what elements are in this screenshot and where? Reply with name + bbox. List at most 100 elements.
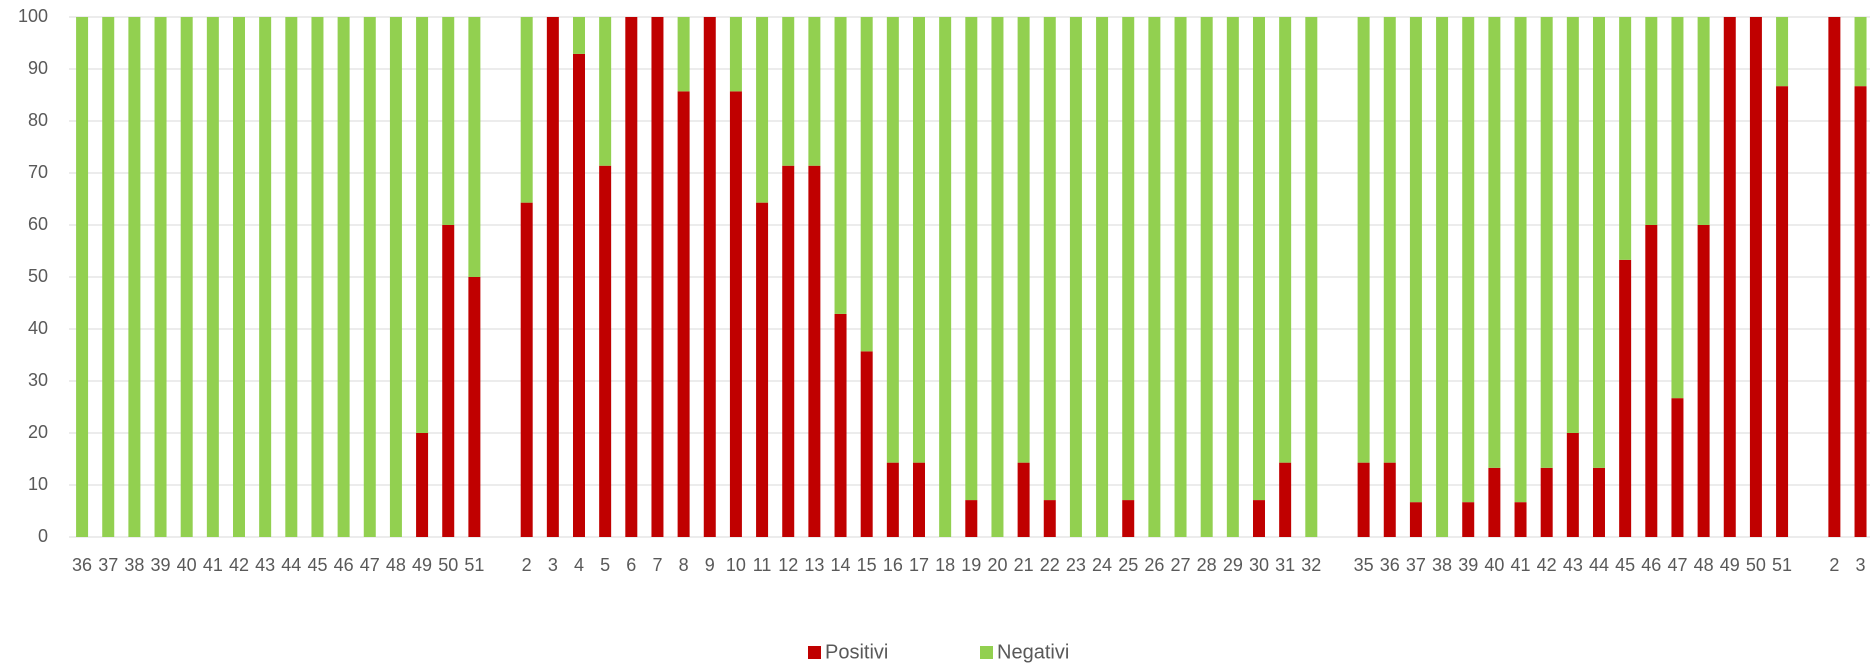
x-tick-label: 2 xyxy=(522,555,532,575)
bar-segment xyxy=(128,17,141,537)
x-tick-label: 48 xyxy=(1694,555,1714,575)
x-tick-label: 15 xyxy=(857,555,877,575)
y-tick-label: 70 xyxy=(28,162,48,182)
bar-segment xyxy=(1514,17,1527,503)
bar-segment xyxy=(1540,467,1553,537)
bar-segment xyxy=(1671,17,1684,399)
bar-segment xyxy=(1383,17,1396,463)
y-tick-label: 100 xyxy=(18,6,48,26)
x-tick-label: 9 xyxy=(705,555,715,575)
x-tick-label: 5 xyxy=(600,555,610,575)
bar-segment xyxy=(1409,17,1422,503)
bar-segment xyxy=(782,165,795,537)
x-tick-label: 30 xyxy=(1249,555,1269,575)
bar-segment xyxy=(572,17,585,54)
bar-segment xyxy=(442,17,455,225)
bar-segment xyxy=(808,165,821,537)
bar-segment xyxy=(1514,502,1527,537)
bar-segment xyxy=(1776,17,1789,87)
x-tick-label: 51 xyxy=(1772,555,1792,575)
bar-segment xyxy=(625,17,638,537)
bar-segment xyxy=(782,17,795,166)
bar-segment xyxy=(1043,17,1056,501)
x-tick-label: 41 xyxy=(1511,555,1531,575)
bar-segment xyxy=(1619,17,1632,260)
x-tick-label: 17 xyxy=(909,555,929,575)
bar-segment xyxy=(1723,17,1736,537)
bar-segment xyxy=(1540,17,1553,468)
bar-segment xyxy=(416,433,429,537)
bar-segment xyxy=(416,17,429,433)
x-tick-label: 50 xyxy=(1746,555,1766,575)
bar-segment xyxy=(1592,17,1605,468)
bar-segment xyxy=(1252,17,1265,501)
x-tick-label: 48 xyxy=(386,555,406,575)
legend-label: Negativi xyxy=(997,641,1069,663)
bar-segment xyxy=(1174,17,1187,537)
x-tick-label: 19 xyxy=(961,555,981,575)
bar-segment xyxy=(1279,462,1292,537)
y-tick-label: 30 xyxy=(28,370,48,390)
legend-swatch xyxy=(980,646,993,659)
bar-segment xyxy=(180,17,193,537)
bar-segment xyxy=(1566,17,1579,433)
bar-segment xyxy=(1200,17,1213,537)
bar-segment xyxy=(1566,433,1579,537)
y-tick-label: 90 xyxy=(28,58,48,78)
x-tick-label: 25 xyxy=(1118,555,1138,575)
x-tick-label: 45 xyxy=(1615,555,1635,575)
bar-segment xyxy=(102,17,115,537)
y-tick-label: 50 xyxy=(28,266,48,286)
bar-segment xyxy=(808,17,821,166)
bar-segment xyxy=(991,17,1004,537)
x-tick-label: 37 xyxy=(98,555,118,575)
bar-segment xyxy=(1828,17,1841,537)
bar-segment xyxy=(1096,17,1109,537)
x-tick-label: 8 xyxy=(679,555,689,575)
bar-segment xyxy=(1697,17,1710,225)
x-tick-label: 38 xyxy=(1432,555,1452,575)
x-tick-label: 2 xyxy=(1829,555,1839,575)
bar-segment xyxy=(520,202,533,537)
x-tick-label: 37 xyxy=(1406,555,1426,575)
y-tick-label: 10 xyxy=(28,474,48,494)
x-tick-label: 3 xyxy=(548,555,558,575)
x-tick-label: 28 xyxy=(1197,555,1217,575)
x-tick-label: 43 xyxy=(255,555,275,575)
bar-segment xyxy=(912,462,925,537)
bar-segment xyxy=(939,17,952,537)
bar-segment xyxy=(860,351,873,537)
bar-segment xyxy=(1645,17,1658,225)
x-tick-label: 47 xyxy=(1667,555,1687,575)
bar-segment xyxy=(886,17,899,463)
bar-segment xyxy=(389,17,402,537)
bar-segment xyxy=(520,17,533,203)
bar-segment xyxy=(1592,467,1605,537)
bar-segment xyxy=(1488,17,1501,468)
bar-segment xyxy=(756,202,769,537)
bar-segment xyxy=(1854,17,1867,87)
bar-segment xyxy=(729,91,742,538)
bar-segment xyxy=(1749,17,1762,537)
legend-label: Positivi xyxy=(825,641,888,663)
bar-segment xyxy=(756,17,769,203)
bar-segment xyxy=(1017,462,1030,537)
x-tick-label: 42 xyxy=(229,555,249,575)
bar-segment xyxy=(1462,17,1475,503)
x-tick-label: 10 xyxy=(726,555,746,575)
bar-segment xyxy=(206,17,219,537)
x-tick-label: 51 xyxy=(464,555,484,575)
bar-segment xyxy=(599,165,612,537)
bar-segment xyxy=(1148,17,1161,537)
bar-segment xyxy=(1069,17,1082,537)
bar-segment xyxy=(886,462,899,537)
x-tick-label: 6 xyxy=(626,555,636,575)
bar-segment xyxy=(1488,467,1501,537)
bar-segment xyxy=(834,17,847,314)
x-tick-label: 27 xyxy=(1171,555,1191,575)
x-tick-label: 35 xyxy=(1354,555,1374,575)
x-tick-label: 4 xyxy=(574,555,584,575)
bar-segment xyxy=(259,17,272,537)
bar-segment xyxy=(572,53,585,538)
